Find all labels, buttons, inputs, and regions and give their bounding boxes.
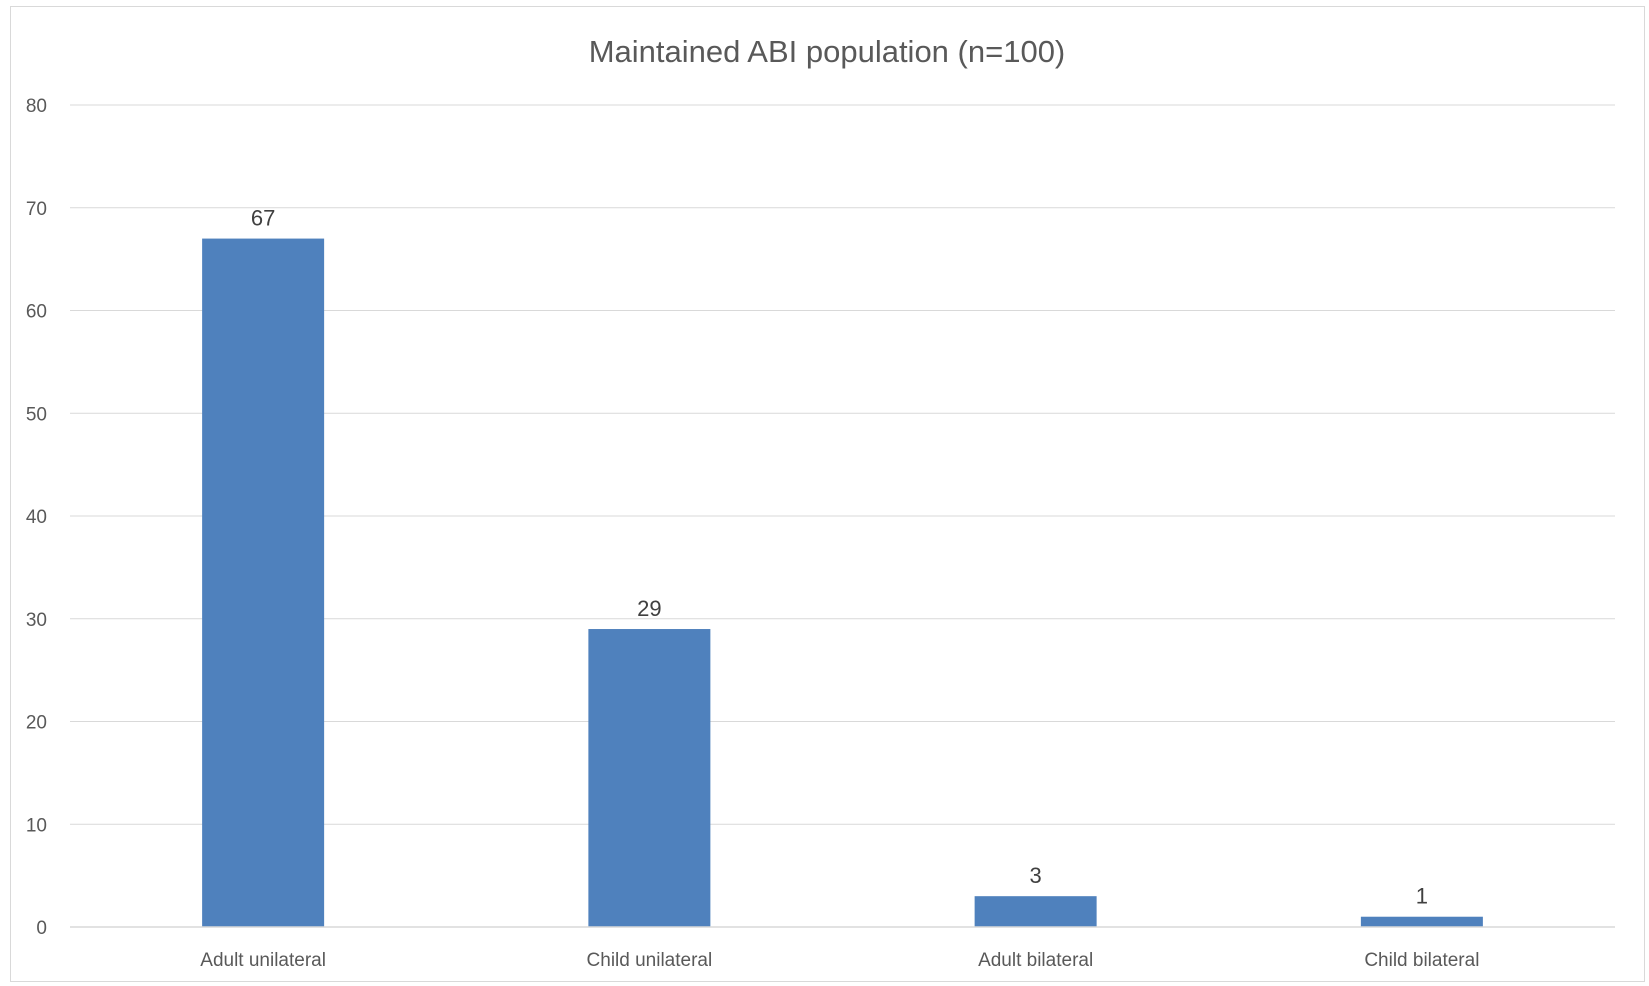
bar xyxy=(202,238,325,927)
y-tick-label: 0 xyxy=(36,918,47,939)
x-category-label: Child bilateral xyxy=(1364,950,1479,971)
chart-title: Maintained ABI population (n=100) xyxy=(589,34,1066,69)
gridlines xyxy=(70,104,1615,825)
y-tick-label: 40 xyxy=(26,507,47,528)
y-tick-label: 20 xyxy=(26,713,47,734)
x-category-label: Adult bilateral xyxy=(978,950,1093,971)
bar xyxy=(974,896,1097,927)
bars xyxy=(202,238,1483,927)
y-tick-label: 60 xyxy=(26,302,47,323)
data-label: 3 xyxy=(1030,863,1042,888)
data-label: 1 xyxy=(1416,884,1428,909)
bar xyxy=(588,629,711,927)
x-category-label: Adult unilateral xyxy=(200,950,326,971)
data-labels: 67 29 3 1 xyxy=(251,206,1428,909)
y-tick-label: 30 xyxy=(26,610,47,631)
y-axis-tick-labels: 0 10 20 30 40 50 60 70 80 xyxy=(26,96,47,939)
y-tick-label: 10 xyxy=(26,815,47,836)
x-category-label: Child unilateral xyxy=(587,950,713,971)
x-axis-category-labels: Adult unilateral Child unilateral Adult bi… xyxy=(200,950,1479,971)
y-tick-label: 70 xyxy=(26,199,47,220)
y-tick-label: 50 xyxy=(26,404,47,425)
data-label: 29 xyxy=(637,596,661,621)
data-label: 67 xyxy=(251,206,275,231)
bar xyxy=(1360,916,1483,927)
y-tick-label: 80 xyxy=(26,96,47,117)
